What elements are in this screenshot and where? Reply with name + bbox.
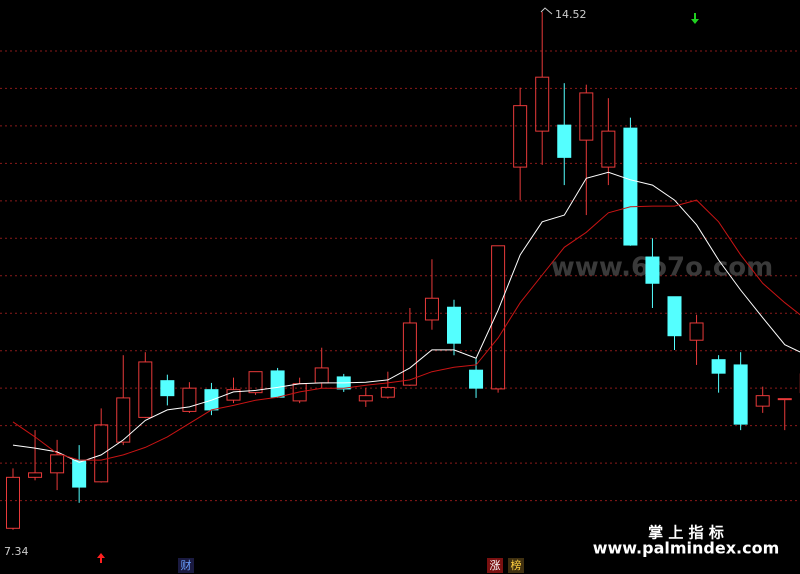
candle-body	[358, 395, 373, 402]
marker-box	[178, 558, 194, 573]
candle-body	[402, 322, 417, 386]
candle-body	[491, 245, 506, 390]
candle-body	[645, 256, 660, 284]
candle-body	[50, 454, 65, 474]
candle-body	[182, 387, 197, 412]
candle-body	[270, 370, 285, 398]
candle-body	[601, 130, 616, 168]
brand-url: www.palmindex.com	[593, 539, 780, 558]
candle-body	[380, 386, 395, 398]
candle-body	[28, 472, 43, 478]
up-arrow	[97, 553, 105, 563]
candle-body	[667, 296, 682, 337]
candle-body	[777, 398, 792, 401]
ma-line	[12, 171, 800, 463]
candle-body	[689, 322, 704, 341]
marker-zhang: 涨	[490, 559, 501, 572]
candle-body	[248, 371, 263, 394]
candle-body	[513, 105, 528, 168]
marker-cai: 财	[181, 558, 192, 572]
candle-body	[72, 459, 87, 488]
candle-body	[557, 124, 572, 158]
ma-line	[12, 199, 800, 461]
watermark: www.6o7o.com	[551, 253, 773, 283]
marker-box	[487, 558, 503, 573]
candle-body	[94, 424, 109, 483]
candle-body	[424, 297, 439, 321]
marker-box	[508, 558, 524, 573]
brand-title: 掌 上 指 标	[648, 524, 724, 542]
candle-body	[733, 364, 748, 425]
high-pointer	[540, 7, 553, 15]
candle-body	[579, 92, 594, 141]
candle-body	[226, 389, 241, 401]
candle-body	[447, 306, 461, 344]
candle-body	[138, 361, 153, 418]
candle-body	[535, 76, 550, 132]
down-arrow	[691, 13, 699, 24]
marker-bang: 榜	[511, 558, 522, 572]
candle-body	[6, 476, 20, 529]
candle-body	[623, 127, 638, 246]
candle-body	[755, 395, 770, 407]
high-label: 14.52	[555, 8, 587, 21]
candle-body	[116, 397, 131, 443]
candle-body	[711, 359, 726, 374]
low-label: 7.34	[4, 545, 29, 558]
candle-body	[469, 369, 484, 389]
candle-body	[160, 380, 175, 397]
